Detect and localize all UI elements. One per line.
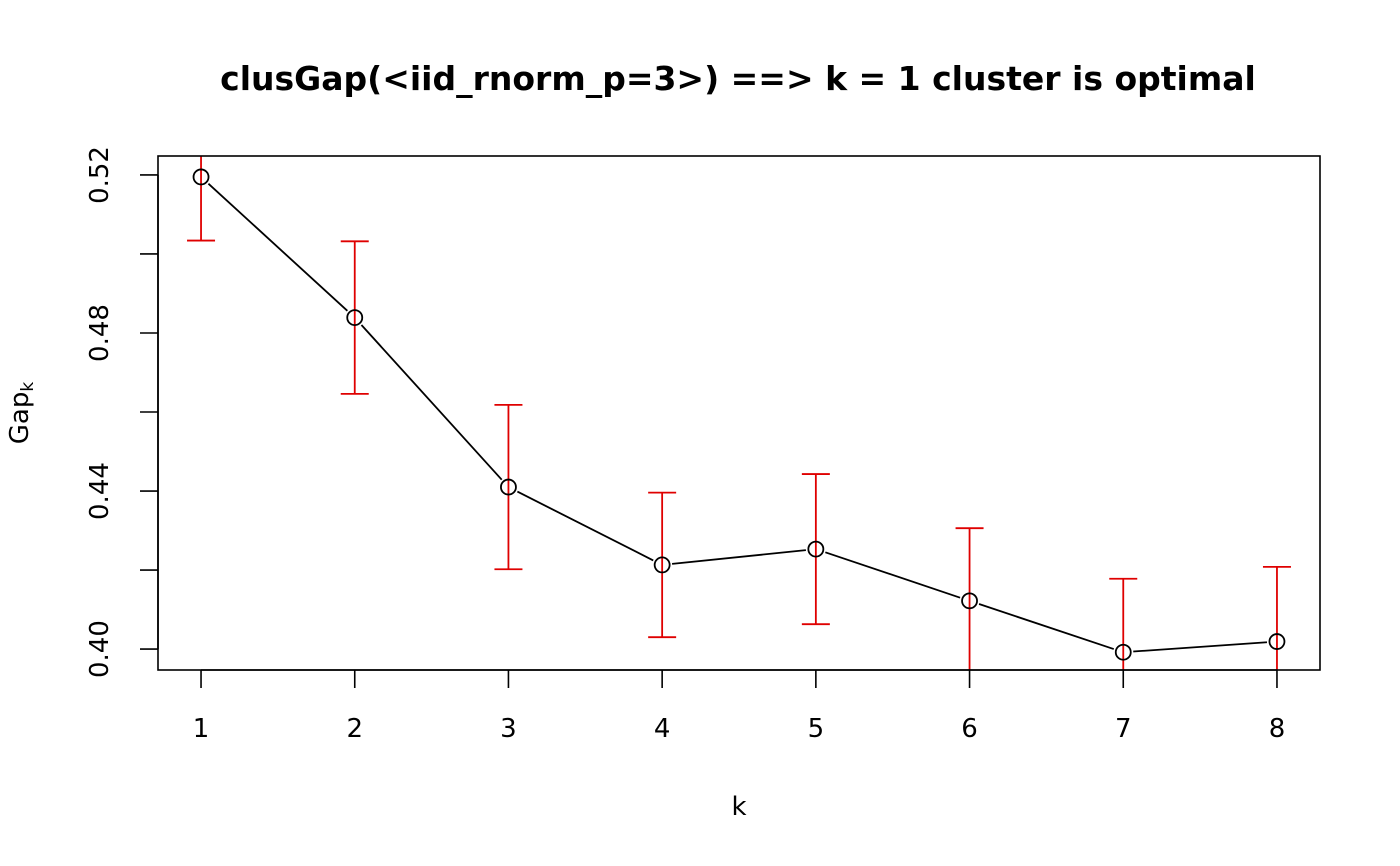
line-segment bbox=[978, 603, 1115, 650]
line-segment bbox=[360, 324, 503, 481]
y-axis-label: Gapk bbox=[5, 382, 38, 445]
data-point bbox=[346, 309, 364, 326]
data-point bbox=[807, 540, 825, 558]
x-axis-label: k bbox=[731, 792, 746, 822]
y-axis: 0.40 0.44 0.48 0.52 bbox=[85, 146, 159, 678]
y-axis-label-subscript: k bbox=[18, 382, 38, 392]
error-bar bbox=[955, 527, 984, 670]
data-point bbox=[653, 556, 671, 574]
error-bar bbox=[340, 240, 369, 395]
x-tick-label: 3 bbox=[500, 714, 517, 744]
x-tick-label: 5 bbox=[808, 714, 825, 744]
line-segment bbox=[207, 183, 348, 312]
error-bar bbox=[801, 473, 830, 626]
y-axis-label-main: Gap bbox=[5, 392, 35, 445]
line-segment bbox=[516, 490, 654, 562]
x-tick-label: 8 bbox=[1269, 714, 1286, 744]
error-bar bbox=[648, 491, 677, 639]
plot-frame bbox=[157, 155, 1321, 671]
x-tick-label: 2 bbox=[346, 714, 363, 744]
error-bar bbox=[1109, 577, 1138, 670]
y-tick-label: 0.40 bbox=[85, 620, 115, 678]
y-tick-label: 0.52 bbox=[85, 146, 115, 204]
x-tick-label: 6 bbox=[961, 714, 978, 744]
error-bar bbox=[187, 156, 216, 242]
x-axis: 1 2 3 4 5 6 7 8 bbox=[193, 669, 1286, 744]
plot-area bbox=[187, 156, 1291, 670]
y-tick-label: 0.48 bbox=[85, 304, 115, 362]
line-segment bbox=[1133, 641, 1268, 653]
error-bar bbox=[494, 404, 523, 571]
data-point bbox=[1268, 633, 1286, 650]
x-tick-label: 4 bbox=[654, 714, 671, 744]
y-tick-label: 0.44 bbox=[85, 462, 115, 520]
x-tick-label: 7 bbox=[1115, 714, 1132, 744]
line-segment bbox=[672, 549, 806, 565]
line-segment bbox=[825, 551, 961, 599]
x-tick-label: 1 bbox=[193, 714, 210, 744]
data-point bbox=[500, 478, 517, 496]
data-point bbox=[1114, 643, 1132, 661]
data-point bbox=[192, 168, 210, 186]
data-point bbox=[961, 592, 978, 610]
error-bar bbox=[1262, 565, 1291, 670]
chart-title: clusGap(<iid_rnorm_p=3>) ==> k = 1 clust… bbox=[220, 59, 1256, 98]
